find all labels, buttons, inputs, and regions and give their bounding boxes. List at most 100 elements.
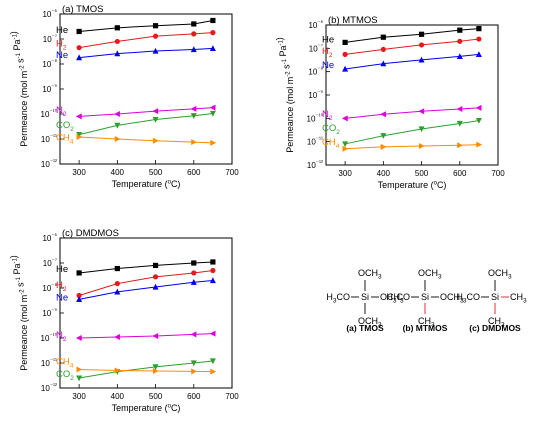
- data-point-ne: [342, 65, 349, 72]
- data-point-he: [457, 27, 463, 33]
- y-tick-label: 10⁻¹²: [41, 160, 57, 170]
- substituent-label: CH3: [488, 316, 505, 329]
- data-point-ne: [209, 277, 216, 284]
- data-point-co2: [76, 375, 83, 382]
- data-point-h2: [457, 38, 463, 44]
- data-point-co2: [475, 117, 482, 124]
- data-point-ch4: [114, 367, 121, 374]
- y-tick-label: 10⁻⁹: [308, 90, 323, 101]
- series-label-ch4: CH4: [322, 137, 340, 150]
- y-tick-label: 10⁻¹⁰: [41, 333, 58, 344]
- y-tick-label: 10⁻¹¹: [307, 137, 323, 147]
- data-point-co2: [152, 364, 159, 371]
- data-point-ne: [76, 296, 83, 302]
- data-point-ne: [380, 60, 387, 67]
- data-point-co2: [190, 113, 197, 119]
- data-point-ne: [114, 50, 121, 57]
- data-point-co2: [456, 120, 463, 127]
- data-point-he: [76, 270, 82, 276]
- data-point-ne: [418, 56, 425, 63]
- y-tick-label: 10⁻⁷: [43, 258, 57, 269]
- series-label-ne: Ne: [56, 50, 68, 61]
- data-point-he: [76, 28, 82, 35]
- data-point-co2: [209, 110, 216, 117]
- data-point-ch4: [76, 366, 83, 373]
- chart-title: (c) DMDMOS: [62, 228, 119, 239]
- data-point-n2: [152, 108, 159, 115]
- data-point-co2: [76, 131, 83, 138]
- x-tick-label: 500: [149, 392, 163, 401]
- data-point-n2: [418, 108, 425, 115]
- data-point-ch4: [418, 143, 425, 150]
- x-axis-label: Temperature (oC): [112, 179, 181, 189]
- data-point-ch4: [476, 141, 483, 148]
- x-tick-label: 400: [377, 169, 391, 178]
- series-label-ch4: CH4: [56, 356, 74, 369]
- data-point-n2: [456, 106, 463, 113]
- y-axis-label: Permeance (mol m-2 s-1 Pa-1): [9, 255, 30, 371]
- data-point-ch4: [114, 136, 121, 142]
- substituent-label: OCH3: [418, 268, 442, 281]
- substituent-label: H3CO: [386, 292, 410, 305]
- data-point-he: [152, 262, 159, 269]
- data-point-n2: [341, 115, 348, 122]
- data-point-co2: [114, 122, 121, 129]
- data-point-co2: [342, 141, 349, 148]
- substituent-label: H3CO: [326, 292, 350, 305]
- x-tick-label: 700: [225, 168, 239, 177]
- data-point-he: [152, 23, 159, 29]
- silicon-atom: Si: [491, 292, 499, 302]
- chart-a-tmos: 10⁻¹² 10⁻¹¹ 10⁻¹⁰ 10⁻⁹ 10⁻⁸ 10⁻⁷ 10⁻⁶ 300 400 500…: [9, 4, 240, 189]
- x-tick-label: 300: [72, 168, 86, 177]
- series-label-he: He: [322, 35, 334, 46]
- chart-b-mtmos: 10⁻¹² 10⁻¹¹ 10⁻¹⁰ 10⁻⁹ 10⁻⁸ 10⁻⁷ 10⁻⁶ 300 400 500…: [275, 15, 506, 190]
- data-point-n2: [114, 111, 120, 117]
- x-tick-label: 400: [111, 168, 125, 177]
- y-tick-label: 10⁻⁶: [42, 233, 57, 244]
- data-point-n2: [209, 104, 216, 111]
- y-tick-label: 10⁻⁹: [42, 308, 57, 319]
- data-point-ne: [209, 45, 216, 52]
- series-label-ne: Ne: [322, 60, 334, 71]
- series-label-co2: CO2: [56, 369, 74, 382]
- x-tick-label: 500: [149, 168, 163, 177]
- plot-frame: [59, 13, 233, 165]
- data-point-he: [210, 259, 216, 265]
- data-point-h2: [210, 267, 216, 274]
- series-label-n2: N2: [56, 105, 67, 118]
- y-tick-label: 10⁻⁹: [42, 84, 57, 95]
- data-point-n2: [209, 330, 216, 337]
- x-tick-label: 700: [491, 169, 505, 178]
- series-label-ne: Ne: [56, 293, 68, 304]
- series-label-ch4: CH4: [56, 132, 74, 145]
- data-point-n2: [190, 105, 197, 112]
- substituent-label: H3CO: [456, 292, 480, 305]
- series-label-n2: N2: [322, 109, 333, 122]
- series-label-h2: H2: [56, 39, 67, 52]
- data-point-h2: [191, 31, 197, 37]
- substituent-label: CH3: [418, 316, 435, 329]
- substituent-label: OCH3: [358, 268, 382, 281]
- y-tick-label: 10⁻¹¹: [41, 359, 57, 369]
- data-point-ne: [190, 279, 197, 285]
- data-point-h2: [380, 46, 386, 53]
- x-tick-label: 600: [453, 169, 467, 178]
- data-point-h2: [114, 38, 120, 45]
- y-axis-label: Permeance (mol m-2 s-1 Pa-1): [275, 37, 296, 153]
- data-point-n2: [75, 113, 82, 120]
- substituent-label: CH3: [510, 292, 527, 305]
- substituent-label: OCH3: [380, 292, 404, 305]
- data-point-h2: [418, 42, 425, 48]
- y-tick-label: 10⁻⁶: [308, 20, 323, 31]
- data-point-ne: [190, 46, 197, 53]
- data-point-h2: [76, 45, 82, 51]
- series-label-he: He: [56, 264, 68, 275]
- data-point-co2: [380, 133, 387, 139]
- x-axis-label: Temperature (oC): [378, 180, 447, 190]
- y-tick-label: 10⁻⁶: [42, 9, 57, 20]
- data-point-ch4: [210, 139, 217, 146]
- x-tick-label: 300: [72, 392, 86, 401]
